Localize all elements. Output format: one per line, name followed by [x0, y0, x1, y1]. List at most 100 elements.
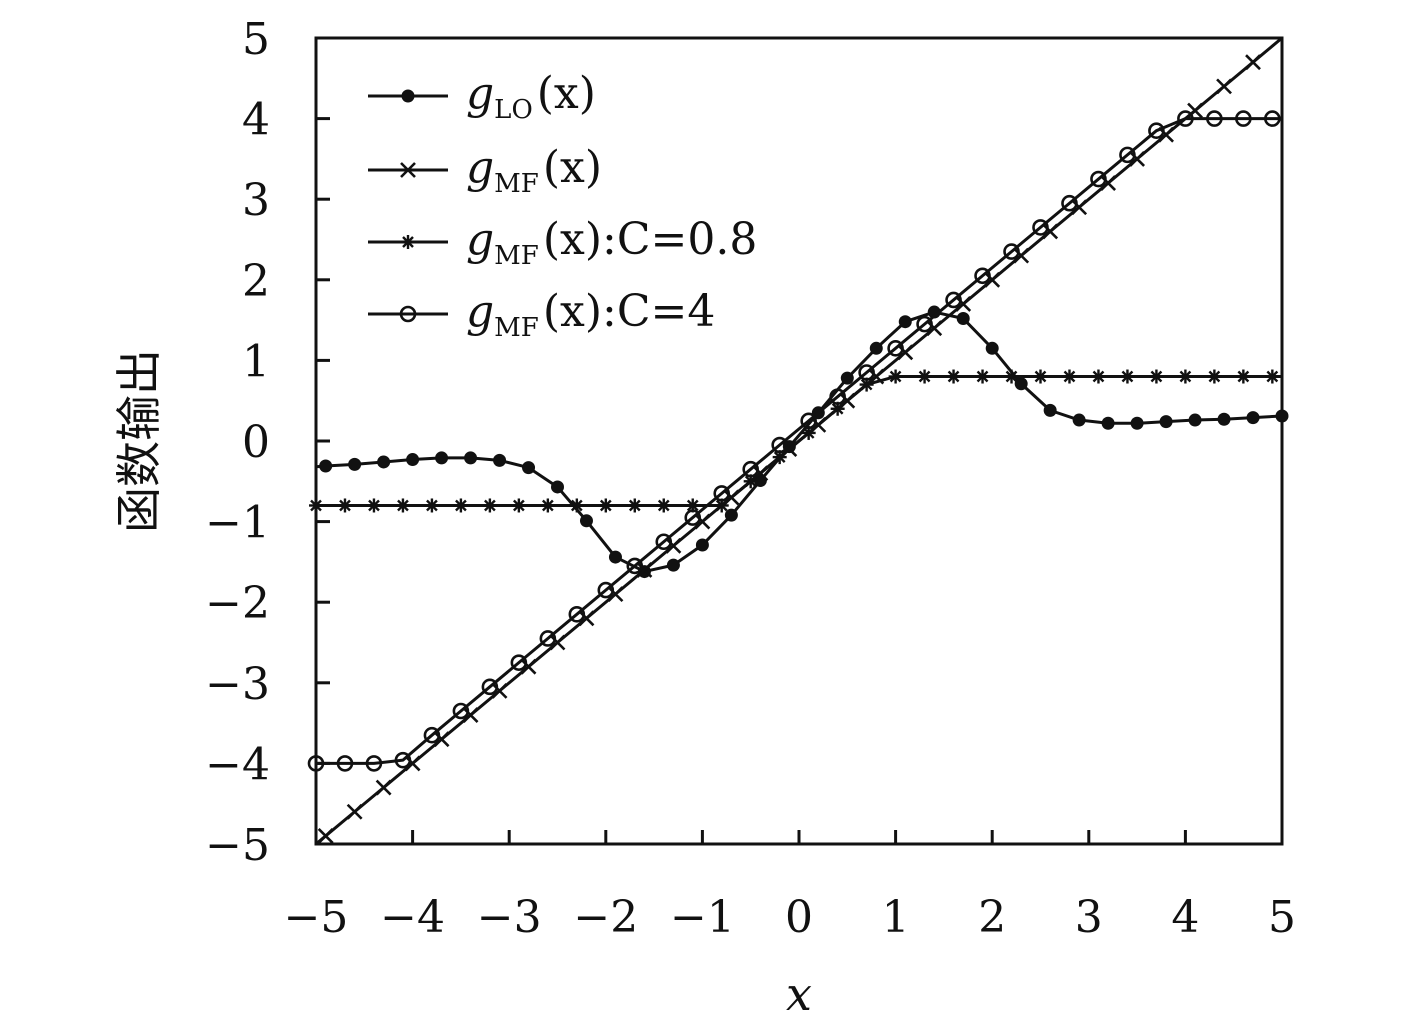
y-tick-label: −5	[205, 820, 270, 871]
legend-label-tail: (x):C=0.8	[543, 214, 757, 265]
data-point	[1149, 369, 1164, 384]
data-point	[985, 341, 999, 355]
legend-label-tail: (x)	[537, 68, 596, 119]
data-point	[1206, 110, 1223, 127]
data-point	[1013, 247, 1030, 264]
y-tick-label: 4	[242, 95, 270, 146]
data-point	[1188, 413, 1202, 427]
data-point	[1216, 78, 1232, 95]
data-point	[1119, 146, 1136, 164]
data-point	[1033, 369, 1048, 384]
y-tick-label: −3	[205, 659, 270, 710]
x-tick-label: −1	[670, 892, 735, 943]
data-point	[1178, 369, 1193, 384]
legend-entry: gLO(x)	[368, 68, 596, 125]
legend-entry: gMF(x):C=4	[368, 286, 715, 343]
data-point	[395, 498, 410, 513]
data-point	[452, 702, 470, 720]
data-point	[956, 311, 970, 325]
data-point	[1003, 243, 1020, 260]
data-point	[1207, 369, 1222, 384]
data-point	[724, 508, 738, 522]
data-point	[551, 480, 564, 494]
data-point	[462, 707, 479, 723]
data-point	[1236, 369, 1251, 384]
legend-label-subscript: MF	[494, 313, 539, 343]
data-point	[337, 498, 352, 513]
data-point	[694, 513, 711, 530]
data-point	[1091, 369, 1106, 384]
data-point	[665, 537, 682, 554]
data-point	[1148, 122, 1165, 139]
data-point	[858, 364, 875, 381]
legend-label-tail: (x):C=4	[543, 286, 716, 337]
data-point	[481, 678, 499, 696]
data-point	[800, 412, 817, 430]
data-point	[946, 369, 961, 384]
x-tick-label: −3	[477, 892, 542, 943]
data-point	[1159, 415, 1173, 429]
data-point	[317, 828, 334, 844]
data-point	[869, 341, 883, 355]
data-point	[404, 755, 421, 772]
data-point	[1217, 412, 1231, 426]
x-tick-label: 0	[785, 892, 813, 943]
legend-label: gLO(x)	[466, 68, 596, 125]
data-point	[433, 731, 450, 748]
data-point	[539, 630, 557, 647]
y-axis-title: 函数输出	[112, 349, 166, 533]
legend-entry: gMF(x):C=0.8	[368, 214, 757, 271]
data-point	[346, 803, 363, 820]
data-point	[435, 451, 449, 465]
data-point	[1062, 369, 1077, 384]
data-point	[522, 461, 536, 475]
data-point	[888, 369, 903, 384]
data-point	[608, 550, 622, 564]
data-point	[1090, 170, 1107, 188]
data-point	[394, 751, 412, 769]
legend-label-main: g	[466, 68, 494, 119]
data-point	[975, 369, 990, 384]
data-point	[569, 498, 584, 513]
data-point	[579, 514, 593, 528]
data-point	[898, 315, 912, 329]
legend-label-main: g	[466, 142, 494, 193]
data-point	[695, 538, 709, 552]
x-tick-label: −2	[573, 892, 638, 943]
data-point	[597, 581, 615, 599]
data-point	[549, 634, 566, 651]
data-point	[984, 271, 1001, 288]
data-point	[1265, 369, 1280, 384]
data-point	[829, 388, 846, 405]
data-point	[365, 755, 383, 772]
data-point	[366, 498, 381, 513]
data-point	[568, 605, 586, 623]
legend-marker	[400, 162, 416, 178]
data-point	[1100, 175, 1117, 191]
data-point	[626, 557, 644, 575]
data-point	[742, 460, 760, 478]
data-point	[491, 682, 508, 699]
data-point	[319, 459, 333, 473]
data-point	[1004, 369, 1019, 384]
data-point	[1130, 416, 1144, 430]
data-point	[1177, 110, 1194, 127]
y-tick-label: −4	[205, 739, 270, 790]
data-point	[1071, 199, 1088, 216]
data-point	[1042, 223, 1059, 240]
data-point	[655, 533, 673, 551]
data-point	[377, 455, 391, 469]
series-line	[316, 375, 1282, 507]
data-point	[510, 654, 528, 671]
series-layer	[307, 36, 1289, 846]
data-point	[887, 340, 904, 357]
data-point	[656, 498, 671, 513]
series-line	[316, 117, 1282, 765]
legend-marker	[401, 89, 415, 103]
legend-label-main: g	[466, 286, 494, 337]
data-point	[666, 558, 680, 572]
data-point	[771, 436, 788, 454]
data-point	[520, 658, 537, 675]
series-0	[315, 305, 1289, 579]
y-tick-label: 2	[242, 256, 270, 307]
